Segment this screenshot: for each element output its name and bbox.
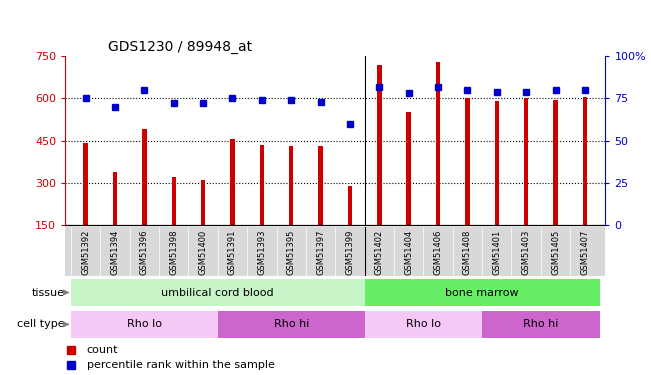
Bar: [348, 186, 352, 225]
Text: percentile rank within the sample: percentile rank within the sample: [87, 360, 275, 370]
Text: umbilical cord blood: umbilical cord blood: [161, 288, 274, 297]
Text: GSM51397: GSM51397: [316, 229, 325, 275]
Text: GSM51404: GSM51404: [404, 229, 413, 274]
Text: GSM51406: GSM51406: [434, 229, 443, 274]
Bar: [65, 227, 605, 276]
Text: GSM51399: GSM51399: [346, 229, 354, 274]
Text: GDS1230 / 89948_at: GDS1230 / 89948_at: [108, 40, 253, 54]
Text: GSM51392: GSM51392: [81, 229, 90, 274]
Text: GSM51398: GSM51398: [169, 229, 178, 275]
Text: bone marrow: bone marrow: [445, 288, 519, 297]
Bar: [583, 97, 587, 225]
Bar: [553, 100, 558, 225]
Bar: [113, 171, 117, 225]
Bar: [172, 177, 176, 225]
Text: GSM51407: GSM51407: [581, 229, 589, 274]
Text: count: count: [87, 345, 118, 355]
Bar: [495, 101, 499, 225]
Bar: [524, 98, 529, 225]
Text: GSM51391: GSM51391: [228, 229, 237, 274]
Bar: [230, 139, 235, 225]
Text: GSM51393: GSM51393: [257, 229, 266, 275]
Bar: [142, 129, 146, 225]
Bar: [201, 180, 205, 225]
Text: Rho lo: Rho lo: [127, 320, 162, 329]
Text: Rho hi: Rho hi: [273, 320, 309, 329]
Text: tissue: tissue: [31, 288, 64, 297]
Bar: [289, 146, 294, 225]
Bar: [83, 143, 88, 225]
Bar: [377, 64, 381, 225]
Bar: [436, 62, 440, 225]
Bar: [318, 146, 323, 225]
Text: GSM51396: GSM51396: [140, 229, 149, 275]
Text: GSM51400: GSM51400: [199, 229, 208, 274]
Text: Rho hi: Rho hi: [523, 320, 559, 329]
Bar: [71, 279, 365, 306]
Bar: [465, 98, 469, 225]
Bar: [218, 311, 365, 338]
Text: GSM51405: GSM51405: [551, 229, 560, 274]
Bar: [365, 311, 482, 338]
Text: Rho lo: Rho lo: [406, 320, 441, 329]
Bar: [406, 112, 411, 225]
Bar: [365, 279, 600, 306]
Bar: [260, 145, 264, 225]
Text: GSM51408: GSM51408: [463, 229, 472, 274]
Bar: [71, 311, 218, 338]
Text: GSM51402: GSM51402: [375, 229, 384, 274]
Text: GSM51395: GSM51395: [286, 229, 296, 274]
Text: GSM51401: GSM51401: [492, 229, 501, 274]
Text: GSM51394: GSM51394: [111, 229, 120, 274]
Text: GSM51403: GSM51403: [521, 229, 531, 274]
Bar: [482, 311, 600, 338]
Text: cell type: cell type: [17, 320, 64, 329]
